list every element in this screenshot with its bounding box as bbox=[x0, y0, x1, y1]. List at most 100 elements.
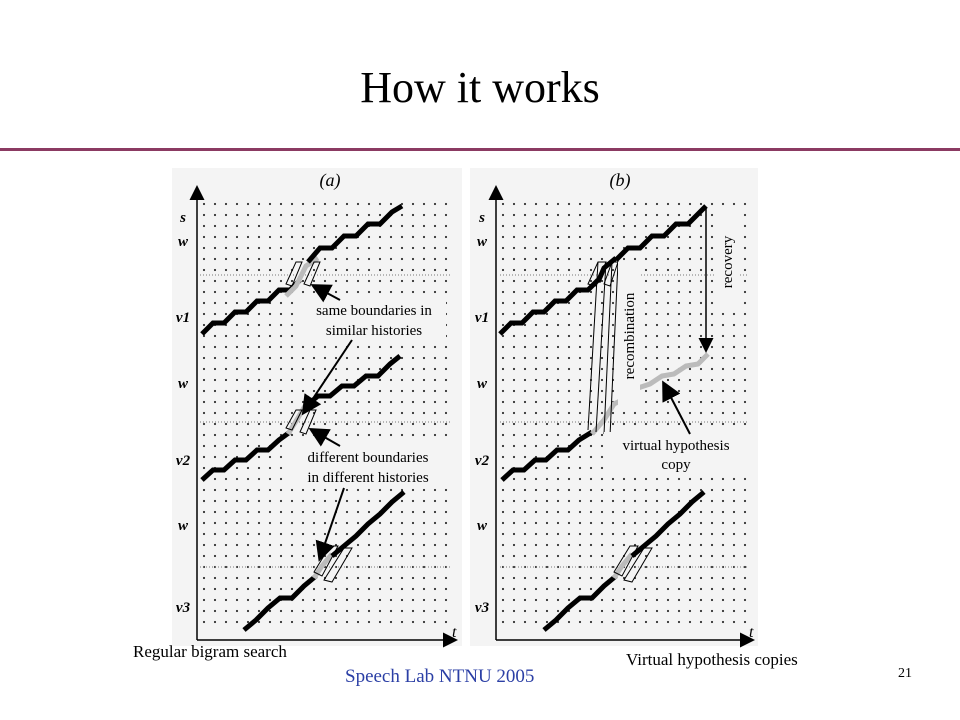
grid-dot bbox=[202, 455, 206, 459]
grid-dot bbox=[356, 620, 360, 624]
grid-dot bbox=[433, 356, 437, 360]
grid-dot bbox=[400, 510, 404, 514]
grid-dot bbox=[202, 543, 206, 547]
grid-dot bbox=[545, 356, 549, 360]
grid-dot bbox=[567, 312, 571, 316]
grid-dot bbox=[545, 378, 549, 382]
grid-dot bbox=[501, 389, 505, 393]
grid-dot bbox=[534, 466, 538, 470]
grid-dot bbox=[246, 411, 250, 415]
grid-dot bbox=[290, 301, 294, 305]
grid-dot bbox=[743, 257, 747, 261]
grid-dot bbox=[523, 224, 527, 228]
grid-dot bbox=[732, 411, 736, 415]
grid-dot bbox=[411, 543, 415, 547]
grid-dot bbox=[512, 213, 516, 217]
grid-dot bbox=[334, 433, 338, 437]
grid-dot bbox=[688, 477, 692, 481]
grid-dot bbox=[334, 609, 338, 613]
grid-dot bbox=[556, 411, 560, 415]
grid-dot bbox=[202, 554, 206, 558]
grid-dot bbox=[699, 312, 703, 316]
grid-dot bbox=[589, 620, 593, 624]
grid-dot bbox=[655, 301, 659, 305]
grid-dot bbox=[356, 510, 360, 514]
grid-dot bbox=[411, 356, 415, 360]
grid-dot bbox=[523, 422, 527, 426]
grid-dot bbox=[367, 389, 371, 393]
grid-dot bbox=[279, 268, 283, 272]
grid-dot bbox=[501, 290, 505, 294]
grid-dot bbox=[556, 609, 560, 613]
grid-dot bbox=[523, 290, 527, 294]
grid-dot bbox=[389, 521, 393, 525]
grid-dot bbox=[202, 499, 206, 503]
grid-dot bbox=[367, 400, 371, 404]
grid-dot bbox=[633, 598, 637, 602]
grid-dot bbox=[235, 587, 239, 591]
grid-dot bbox=[534, 290, 538, 294]
grid-dot bbox=[567, 521, 571, 525]
grid-dot bbox=[202, 521, 206, 525]
grid-dot bbox=[213, 455, 217, 459]
grid-dot bbox=[633, 257, 637, 261]
grid-dot bbox=[213, 279, 217, 283]
grid-dot bbox=[589, 444, 593, 448]
grid-dot bbox=[400, 290, 404, 294]
grid-dot bbox=[534, 268, 538, 272]
grid-dot bbox=[312, 609, 316, 613]
grid-dot bbox=[644, 378, 648, 382]
grid-dot bbox=[655, 587, 659, 591]
grid-dot bbox=[710, 543, 714, 547]
grid-dot bbox=[523, 356, 527, 360]
grid-dot bbox=[545, 609, 549, 613]
grid-dot bbox=[710, 510, 714, 514]
grid-dot bbox=[345, 587, 349, 591]
grid-dot bbox=[312, 378, 316, 382]
grid-dot bbox=[400, 235, 404, 239]
grid-dot bbox=[279, 312, 283, 316]
grid-dot bbox=[545, 389, 549, 393]
grid-dot bbox=[433, 609, 437, 613]
grid-dot bbox=[677, 246, 681, 250]
grid-dot bbox=[644, 312, 648, 316]
grid-dot bbox=[279, 422, 283, 426]
grid-dot bbox=[356, 499, 360, 503]
grid-dot bbox=[400, 587, 404, 591]
grid-dot bbox=[655, 279, 659, 283]
grid-dot bbox=[578, 235, 582, 239]
grid-dot bbox=[567, 323, 571, 327]
panel-b-recombination-line bbox=[587, 261, 599, 431]
grid-dot bbox=[545, 543, 549, 547]
grid-dot bbox=[578, 268, 582, 272]
grid-dot bbox=[312, 554, 316, 558]
grid-dot bbox=[677, 312, 681, 316]
grid-dot bbox=[301, 543, 305, 547]
grid-dot bbox=[323, 345, 327, 349]
grid-dot bbox=[556, 268, 560, 272]
grid-dot bbox=[268, 499, 272, 503]
grid-dot bbox=[224, 224, 228, 228]
grid-dot bbox=[501, 356, 505, 360]
grid-dot bbox=[345, 422, 349, 426]
grid-dot bbox=[677, 609, 681, 613]
grid-dot bbox=[578, 213, 582, 217]
grid-dot bbox=[710, 301, 714, 305]
grid-dot bbox=[345, 499, 349, 503]
grid-dot bbox=[567, 279, 571, 283]
grid-dot bbox=[279, 345, 283, 349]
grid-dot bbox=[556, 554, 560, 558]
grid-dot bbox=[622, 235, 626, 239]
grid-dot bbox=[556, 455, 560, 459]
grid-dot bbox=[611, 510, 615, 514]
grid-dot bbox=[721, 510, 725, 514]
grid-dot bbox=[268, 422, 272, 426]
grid-dot bbox=[699, 543, 703, 547]
grid-dot bbox=[512, 389, 516, 393]
grid-dot bbox=[224, 246, 228, 250]
grid-dot bbox=[202, 422, 206, 426]
grid-dot bbox=[213, 620, 217, 624]
grid-dot bbox=[567, 466, 571, 470]
grid-dot bbox=[224, 422, 228, 426]
grid-dot bbox=[279, 576, 283, 580]
